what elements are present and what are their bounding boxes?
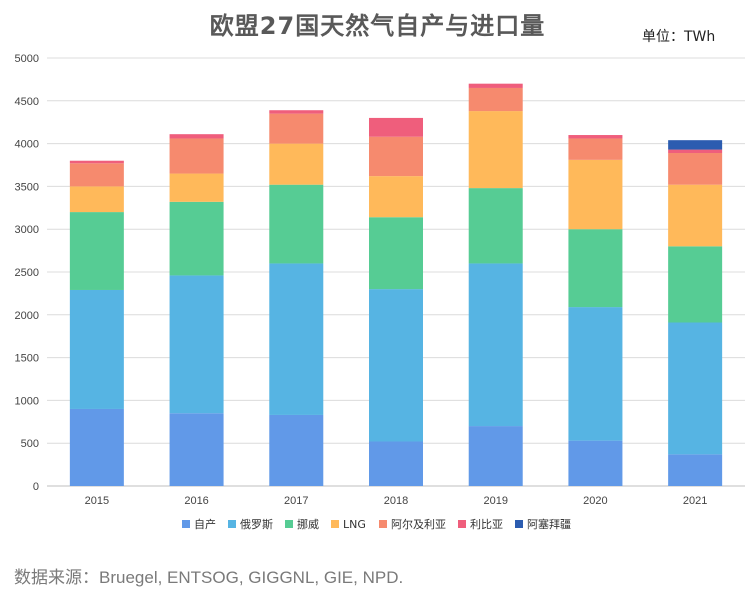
bar-segment xyxy=(468,263,523,427)
y-tick-label: 4500 xyxy=(15,96,39,108)
x-axis-ticks: 2015 2016 2017 2018 2019 2020 2021 xyxy=(85,495,708,507)
unit-label: 单位：TWh xyxy=(642,29,716,45)
legend-swatch xyxy=(458,520,466,528)
bar-segment xyxy=(69,160,124,164)
legend-swatch xyxy=(331,520,339,528)
stacked-bar-chart: 0 500 1000 1500 2000 2500 3000 3500 4000 4500 5000… xyxy=(15,53,745,531)
legend-label: 阿尔及利亚 xyxy=(391,518,446,531)
bar-segment xyxy=(269,184,324,264)
bar-segment xyxy=(468,111,523,189)
y-tick-label: 500 xyxy=(21,438,39,450)
x-tick-label: 2018 xyxy=(384,495,408,507)
bar-segment xyxy=(269,414,324,486)
bar-segment xyxy=(369,136,423,177)
bar-segment xyxy=(468,87,523,112)
bar-segment xyxy=(668,140,723,150)
legend-label: 挪威 xyxy=(297,517,319,531)
chart-title: 欧盟27国天然气自产与进口量 xyxy=(209,12,546,40)
y-tick-label: 1000 xyxy=(15,395,39,407)
y-tick-label: 2000 xyxy=(15,310,39,322)
legend-swatch xyxy=(379,520,387,528)
bar-segment xyxy=(468,188,523,264)
bar-segment xyxy=(568,229,623,308)
bar-segment xyxy=(169,275,224,414)
bar-segment xyxy=(568,159,623,230)
bar-segment xyxy=(369,217,423,290)
x-tick-label: 2017 xyxy=(284,495,308,507)
bar-segment xyxy=(269,263,324,415)
bar-segment xyxy=(468,426,523,486)
bar-segment xyxy=(69,408,124,486)
bar-segment xyxy=(369,117,423,137)
x-tick-label: 2020 xyxy=(583,495,607,507)
bar-segment xyxy=(169,201,224,276)
y-tick-label: 0 xyxy=(33,481,39,493)
source-note: 数据来源：Bruegel, ENTSOG, GIGGNL, GIE, NPD. xyxy=(14,568,404,587)
bar-segment xyxy=(69,163,124,187)
y-tick-label: 3500 xyxy=(15,181,39,193)
bar-segment xyxy=(69,289,124,409)
bar-segment xyxy=(269,143,324,185)
legend-label: LNG xyxy=(343,518,366,531)
bar-segment xyxy=(169,173,224,202)
y-tick-label: 3000 xyxy=(15,224,39,236)
legend-swatch xyxy=(228,520,236,528)
legend-label: 俄罗斯 xyxy=(240,518,273,531)
y-tick-label: 1500 xyxy=(15,353,39,365)
bar-segment xyxy=(369,289,423,442)
bar-segment xyxy=(568,307,623,441)
bar-segment xyxy=(668,153,723,185)
x-tick-label: 2016 xyxy=(184,495,208,507)
legend-swatch xyxy=(515,520,523,528)
legend: 自产 俄罗斯 挪威 LNG 阿尔及利亚 利比亚 阿塞拜疆 xyxy=(182,517,571,531)
y-tick-label: 5000 xyxy=(15,53,39,65)
bar-segment xyxy=(169,413,224,486)
bar-segment xyxy=(568,138,623,160)
bar-segment xyxy=(369,441,423,486)
bars xyxy=(69,83,723,486)
legend-label: 自产 xyxy=(194,517,216,531)
x-tick-label: 2015 xyxy=(85,495,109,507)
y-axis-ticks: 0 500 1000 1500 2000 2500 3000 3500 4000 4500 5000 xyxy=(15,53,39,493)
bar-segment xyxy=(369,176,423,218)
bar-segment xyxy=(169,134,224,139)
bar-segment xyxy=(668,246,723,323)
bar-segment xyxy=(668,184,723,247)
x-tick-label: 2019 xyxy=(483,495,507,507)
legend-label: 利比亚 xyxy=(470,518,503,531)
bar-segment xyxy=(169,138,224,174)
y-tick-label: 2500 xyxy=(15,267,39,279)
legend-swatch xyxy=(285,520,293,528)
legend-swatch xyxy=(182,520,190,528)
bar-segment xyxy=(468,83,523,88)
bar-segment xyxy=(668,322,723,455)
bar-segment xyxy=(668,454,723,486)
bar-segment xyxy=(269,113,324,144)
legend-label: 阿塞拜疆 xyxy=(527,517,571,531)
bar-segment xyxy=(668,149,723,154)
x-tick-label: 2021 xyxy=(683,495,707,507)
bar-segment xyxy=(269,110,324,114)
bar-segment xyxy=(69,212,124,290)
y-tick-label: 4000 xyxy=(15,139,39,151)
bar-segment xyxy=(568,440,623,486)
bar-segment xyxy=(568,135,623,139)
bar-segment xyxy=(69,186,124,213)
